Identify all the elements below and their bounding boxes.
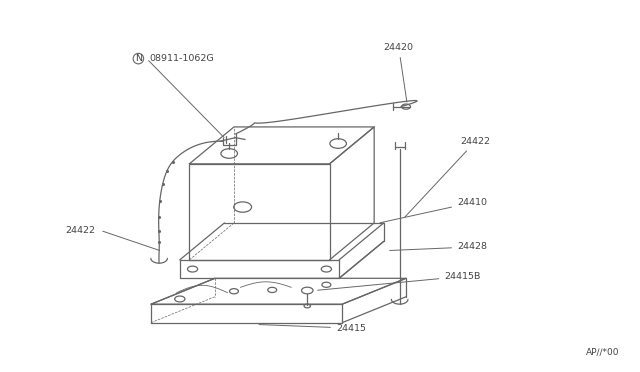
Text: N: N (135, 54, 142, 63)
Text: 24410: 24410 (380, 198, 487, 223)
Text: 24422: 24422 (404, 137, 490, 217)
Text: AP∕∕*00: AP∕∕*00 (586, 347, 620, 356)
Text: 24415: 24415 (259, 324, 366, 333)
Text: 24420: 24420 (384, 43, 413, 102)
Text: 08911-1062G: 08911-1062G (149, 54, 214, 63)
Text: 24428: 24428 (390, 243, 487, 251)
Text: 24415B: 24415B (317, 272, 481, 290)
Text: 24422: 24422 (65, 226, 95, 235)
